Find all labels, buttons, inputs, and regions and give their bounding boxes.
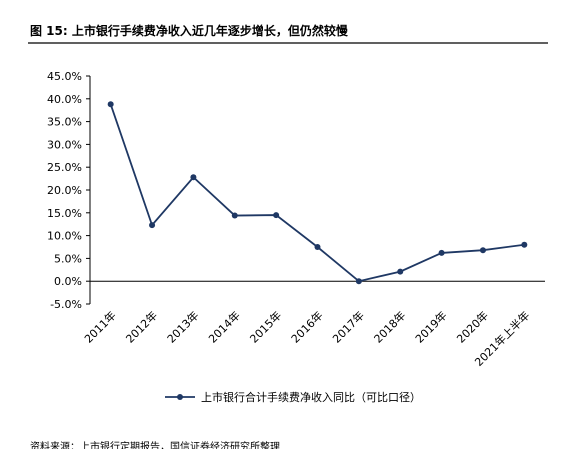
y-tick-label: 45.0% — [47, 70, 82, 83]
x-tick-label: 2020年 — [454, 308, 491, 345]
y-tick-label: 20.0% — [47, 184, 82, 197]
x-tick-label: 2014年 — [205, 308, 242, 345]
y-tick-label: 10.0% — [47, 230, 82, 243]
marker — [273, 212, 280, 219]
source: 资料来源：上市银行定期报告，国信证券经济研究所整理 — [30, 440, 280, 449]
marker — [438, 249, 445, 256]
marker — [479, 247, 486, 254]
y-tick-label: -5.0% — [50, 298, 82, 311]
x-tick-label: 2017年 — [330, 308, 367, 345]
x-tick-label: 2013年 — [164, 308, 201, 345]
y-tick-label: 35.0% — [47, 116, 82, 129]
legend-marker — [177, 394, 183, 400]
x-tick-label: 2019年 — [412, 308, 449, 345]
x-tick-label: 2018年 — [371, 308, 408, 345]
marker — [355, 278, 362, 285]
y-tick-label: 30.0% — [47, 138, 82, 151]
y-tick-label: 40.0% — [47, 93, 82, 106]
chart-title: 图 15: 上市银行手续费净收入近几年逐步增长，但仍然较慢 — [30, 23, 349, 38]
marker — [231, 212, 238, 219]
marker — [397, 268, 404, 275]
legend-label: 上市银行合计手续费净收入同比（可比口径） — [201, 390, 421, 404]
marker — [314, 244, 321, 250]
y-tick-label: 5.0% — [54, 252, 82, 265]
x-tick-label: 2011年 — [81, 308, 118, 345]
marker — [521, 241, 528, 248]
marker — [149, 222, 156, 229]
y-tick-label: 25.0% — [47, 161, 82, 174]
y-tick-label: 15.0% — [47, 207, 82, 220]
y-tick-label: 0.0% — [54, 275, 82, 288]
marker — [190, 174, 197, 181]
x-tick-label: 2015年 — [247, 308, 284, 345]
x-tick-label: 2012年 — [123, 308, 160, 345]
x-tick-label: 2016年 — [288, 308, 325, 345]
line — [109, 103, 525, 283]
marker — [107, 101, 114, 108]
